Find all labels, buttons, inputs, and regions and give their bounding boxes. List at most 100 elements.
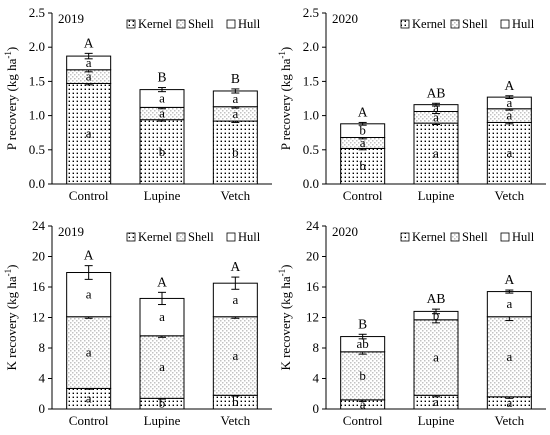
y-axis-label-text: P recovery (kg ha (278, 58, 293, 150)
bar-segment-shell (66, 316, 112, 389)
segment-letter: a (506, 349, 512, 364)
y-tick-label: 2.0 (303, 39, 319, 54)
total-letter: A (504, 78, 514, 93)
segment-letter: a (86, 55, 92, 70)
legend-label-kernel: Kernel (412, 17, 447, 31)
y-tick-label: 2.5 (29, 5, 45, 20)
segment-letter: a (86, 126, 92, 141)
y-tick-label: 1.5 (303, 73, 319, 88)
legend-label-shell: Shell (462, 230, 488, 244)
y-tick-label: 0 (39, 401, 46, 416)
bar-segment-shell (212, 316, 258, 396)
y-tick-label: 20 (306, 249, 319, 264)
bar-segment-kernel (340, 147, 386, 185)
y-axis-label-close: ) (4, 264, 19, 268)
segment-letter: ab (357, 336, 369, 351)
x-tick-label: Lupine (144, 188, 181, 203)
chart-panel-3: 0 4 8 12 16 20 24 K recovery (kg ha-1) 2019 Kerne… (3, 218, 272, 428)
y-tick-label: 1.0 (29, 108, 45, 123)
legend-label-hull: Hull (238, 230, 261, 244)
segment-letter: a (433, 350, 439, 365)
segment-letter: b (359, 158, 366, 173)
legend-label-shell: Shell (462, 17, 488, 31)
panel-year-label: 2020 (332, 11, 358, 26)
y-axis-label-superscript: -1 (277, 269, 287, 277)
x-tick-label: Control (343, 188, 383, 203)
segment-letter: a (159, 91, 165, 106)
legend-label-shell: Shell (188, 17, 214, 31)
y-tick-label: 4 (39, 371, 46, 386)
bar-segment-kernel (139, 119, 185, 185)
legend-label-hull: Hull (238, 17, 261, 31)
y-tick-label: 2.0 (29, 39, 45, 54)
segment-letter: a (506, 296, 512, 311)
segment-letter: a (86, 345, 92, 360)
total-letter: A (230, 259, 240, 274)
segment-letter: b (359, 123, 366, 138)
segment-letter: a (433, 109, 439, 124)
segment-letter: a (86, 69, 92, 84)
segment-letter: b (159, 144, 166, 159)
total-letter: A (358, 104, 368, 119)
segment-letter: b (359, 368, 366, 383)
total-letter: A (84, 248, 94, 263)
total-letter: B (157, 70, 166, 85)
panel-year-label: 2019 (58, 11, 84, 26)
chart-panel-1: 0.0 0.5 1.0 1.5 2.0 2.5 P recovery (kg ha-1) 20… (3, 5, 272, 203)
x-tick-label: Lupine (144, 413, 181, 428)
legend-swatch-hull (500, 19, 510, 29)
bar-segment-shell (340, 351, 386, 401)
x-tick-label: Lupine (418, 413, 455, 428)
bar-segment-kernel (212, 120, 258, 185)
y-axis-label-superscript: -1 (277, 51, 287, 59)
segment-letter: a (232, 292, 238, 307)
segment-letter: a (506, 145, 512, 160)
panel-year-label: 2020 (332, 224, 358, 239)
chart-panel-2: 0.0 0.5 1.0 1.5 2.0 2.5 P recovery (kg ha-1) 20… (277, 5, 546, 203)
bar-segment-kernel (413, 122, 459, 185)
segment-letter: a (159, 359, 165, 374)
total-letter: AB (427, 291, 446, 306)
segment-letter: a (232, 91, 238, 106)
segment-letter: a (433, 100, 439, 115)
segment-letter: a (506, 108, 512, 123)
legend-label-shell: Shell (188, 230, 214, 244)
y-tick-label: 0.0 (29, 176, 45, 191)
legend-label-hull: Hull (512, 17, 535, 31)
segment-letter: b (433, 308, 440, 323)
legend-swatch-kernel (126, 232, 136, 242)
y-tick-label: 16 (32, 279, 46, 294)
x-tick-label: Control (343, 413, 383, 428)
legend-label-kernel: Kernel (412, 230, 447, 244)
total-letter: A (157, 274, 167, 289)
segment-letter: a (86, 287, 92, 302)
y-axis-label: P recovery (kg ha-1) (3, 47, 19, 150)
legend-label-hull: Hull (512, 230, 535, 244)
y-axis-label-text: K recovery (kg ha (278, 276, 293, 370)
x-tick-label: Lupine (418, 188, 455, 203)
legend-label-kernel: Kernel (138, 230, 173, 244)
segment-letter: b (232, 394, 239, 409)
total-letter: A (504, 272, 514, 287)
chart-panel-4: 0 4 8 12 16 20 24 K recovery (kg ha-1) 2020 Kerne… (277, 218, 546, 428)
y-axis-label-close: ) (4, 47, 19, 51)
bar-segment-shell (413, 319, 459, 396)
segment-letter: b (159, 396, 166, 411)
y-tick-label: 8 (39, 340, 46, 355)
legend-swatch-shell (450, 232, 460, 242)
total-letter: A (84, 35, 94, 50)
segment-letter: a (360, 396, 366, 411)
legend-swatch-kernel (400, 19, 410, 29)
y-tick-label: 4 (313, 371, 320, 386)
legend-swatch-hull (500, 232, 510, 242)
x-tick-label: Vetch (495, 413, 525, 428)
y-tick-label: 0.0 (303, 176, 319, 191)
y-tick-label: 0.5 (29, 142, 45, 157)
legend-swatch-shell (176, 232, 186, 242)
y-tick-label: 20 (32, 249, 45, 264)
y-axis-label-superscript: -1 (3, 51, 13, 59)
segment-letter: a (506, 395, 512, 410)
y-tick-label: 0 (313, 401, 320, 416)
y-tick-label: 12 (306, 310, 319, 325)
